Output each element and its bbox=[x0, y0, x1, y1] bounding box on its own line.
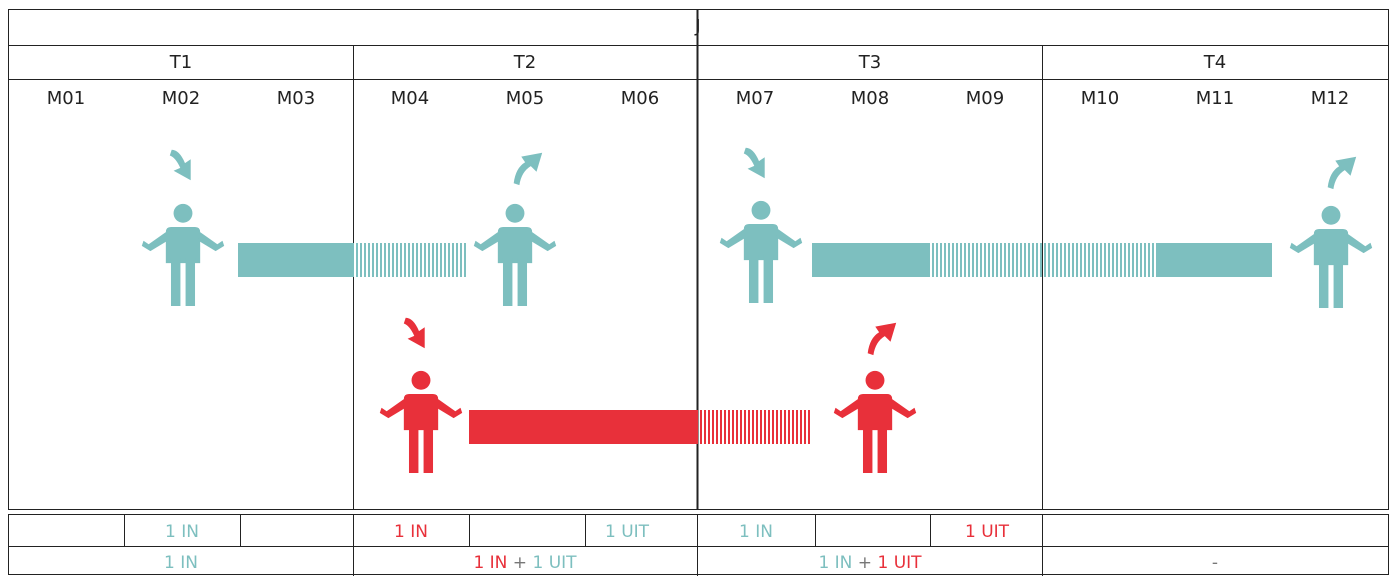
person-icon bbox=[1289, 205, 1373, 308]
quarter-labels: T1 T2 T3 T4 bbox=[169, 52, 1226, 73]
arrow-in-icon bbox=[403, 317, 425, 349]
red-bar-solid bbox=[469, 410, 698, 444]
teal-bar-hatched-1 bbox=[354, 243, 468, 277]
quarterly-summary-cell: 1 IN bbox=[164, 553, 198, 573]
month-labels: M01 M02 M03 M04 M05 M06 M07 M08 M09 M10 M11 M12 bbox=[47, 88, 1349, 109]
month-label-m08: M08 bbox=[851, 88, 889, 109]
arrow-in-icon bbox=[169, 149, 191, 181]
summary-frame bbox=[8, 514, 1389, 575]
red-track bbox=[379, 317, 917, 473]
summary-values: 1 IN 1 IN 1 UIT 1 IN 1 UIT 1 IN 1 IN + 1 UIT 1 … bbox=[164, 522, 1218, 573]
summary-table bbox=[8, 514, 1389, 576]
monthly-summary-cell: 1 IN bbox=[394, 522, 428, 542]
person-icon bbox=[473, 203, 557, 306]
monthly-summary-cell: 1 UIT bbox=[605, 522, 650, 542]
quarterly-summary-cell: 1 IN + 1 UIT bbox=[473, 553, 577, 573]
month-label-m05: M05 bbox=[506, 88, 544, 109]
person-icon bbox=[379, 370, 463, 473]
teal-bar-solid-3 bbox=[1156, 243, 1272, 277]
quarter-label-t3: T3 bbox=[858, 52, 881, 73]
teal-bar-hatched-2 bbox=[928, 243, 1156, 277]
month-label-m01: M01 bbox=[47, 88, 85, 109]
month-label-m11: M11 bbox=[1196, 88, 1234, 109]
arrow-out-icon bbox=[867, 322, 897, 356]
monthly-summary-cell: 1 IN bbox=[165, 522, 199, 542]
person-icon bbox=[833, 370, 917, 473]
month-label-m12: M12 bbox=[1311, 88, 1349, 109]
quarterly-summary-cell: 1 IN + 1 UIT bbox=[818, 553, 922, 573]
quarter-label-t1: T1 bbox=[169, 52, 192, 73]
teal-bar-solid-1 bbox=[238, 243, 354, 277]
month-label-m03: M03 bbox=[277, 88, 315, 109]
month-label-m07: M07 bbox=[736, 88, 774, 109]
arrow-out-icon bbox=[1327, 156, 1357, 190]
month-label-m04: M04 bbox=[391, 88, 429, 109]
monthly-summary-cell: 1 UIT bbox=[965, 522, 1010, 542]
month-label-m10: M10 bbox=[1081, 88, 1119, 109]
teal-track bbox=[141, 147, 1373, 308]
arrow-in-icon bbox=[743, 147, 765, 179]
month-label-m06: M06 bbox=[621, 88, 659, 109]
quarter-label-t2: T2 bbox=[513, 52, 536, 73]
month-label-m09: M09 bbox=[966, 88, 1004, 109]
red-bar-hatched bbox=[698, 410, 812, 444]
arrow-out-icon bbox=[513, 152, 543, 186]
quarter-label-t4: T4 bbox=[1203, 52, 1226, 73]
person-icon bbox=[141, 203, 225, 306]
month-label-m02: M02 bbox=[162, 88, 200, 109]
quarterly-summary-cell: - bbox=[1212, 553, 1218, 573]
year-label: J bbox=[694, 16, 700, 37]
monthly-summary-cell: 1 IN bbox=[739, 522, 773, 542]
teal-bar-solid-2 bbox=[812, 243, 928, 277]
person-icon bbox=[719, 200, 803, 303]
